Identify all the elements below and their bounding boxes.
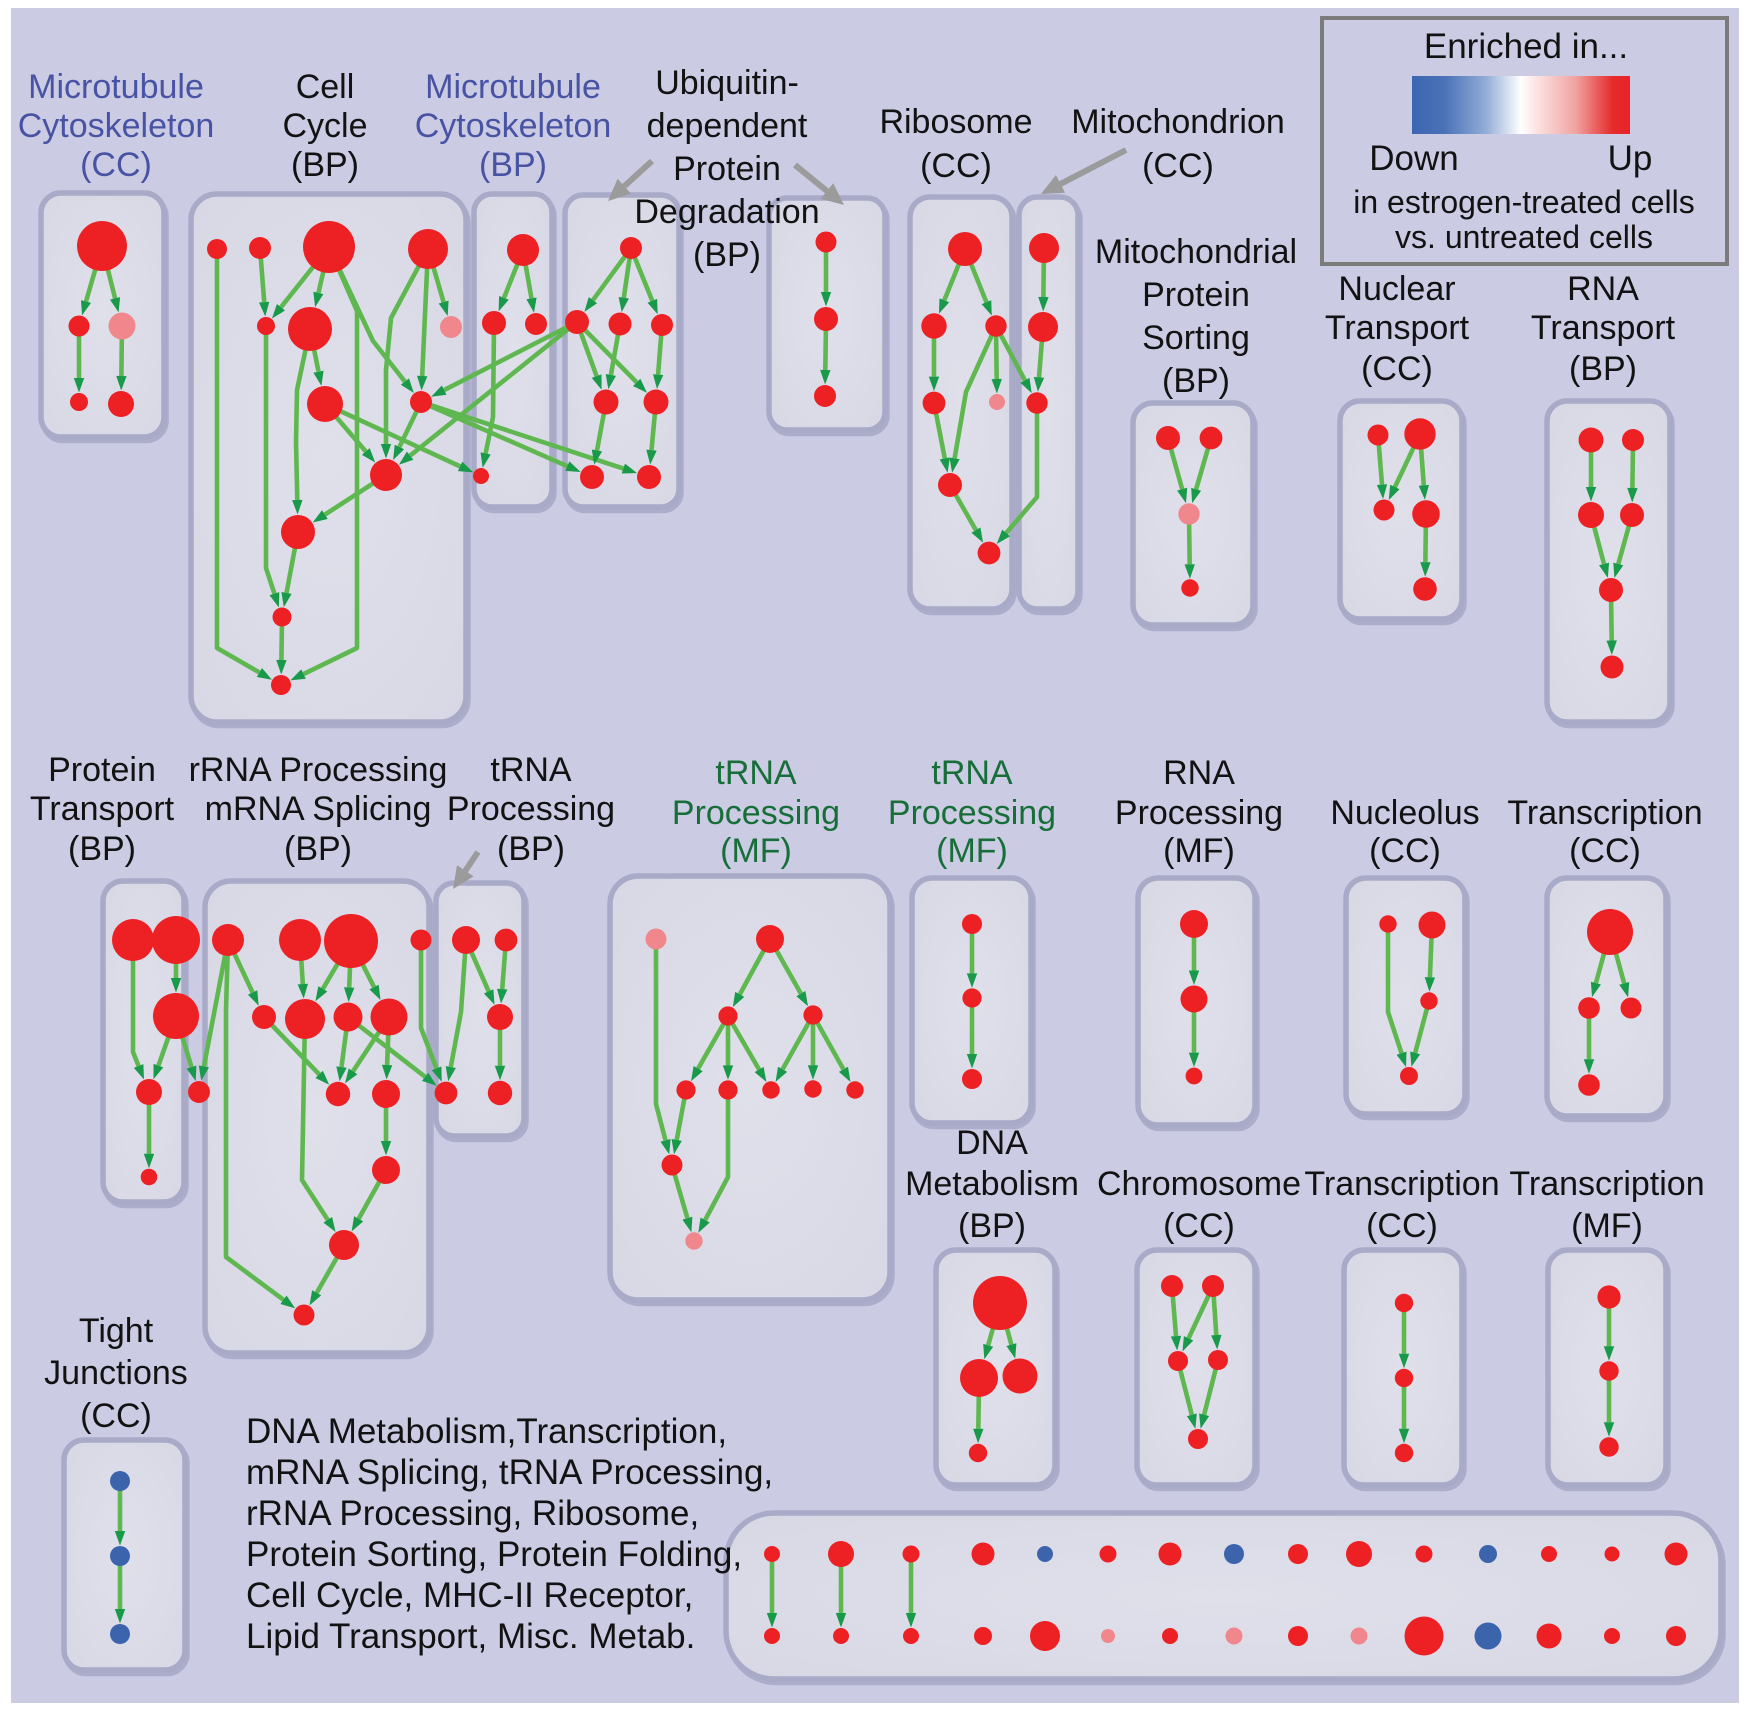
- svg-text:(BP): (BP): [1162, 362, 1230, 400]
- svg-text:Processing: Processing: [447, 790, 615, 828]
- svg-text:Protein Sorting, Protein Foldi: Protein Sorting, Protein Folding,: [246, 1535, 742, 1574]
- svg-text:tRNA: tRNA: [490, 751, 572, 789]
- svg-text:rRNA Processing, Ribosome,: rRNA Processing, Ribosome,: [246, 1494, 699, 1533]
- svg-text:Ribosome: Ribosome: [879, 103, 1032, 141]
- svg-text:Nucleolus: Nucleolus: [1330, 794, 1479, 832]
- svg-text:vs. untreated cells: vs. untreated cells: [1395, 219, 1653, 255]
- svg-text:in estrogen-treated cells: in estrogen-treated cells: [1353, 184, 1695, 220]
- svg-text:Microtubule: Microtubule: [425, 68, 601, 106]
- svg-text:tRNA: tRNA: [715, 754, 797, 792]
- svg-text:Protein: Protein: [673, 150, 781, 188]
- svg-text:Cell: Cell: [296, 68, 355, 106]
- svg-text:Cytoskeleton: Cytoskeleton: [415, 107, 612, 145]
- svg-text:Tight: Tight: [79, 1312, 154, 1350]
- svg-text:Mitochondrion: Mitochondrion: [1071, 103, 1285, 141]
- svg-text:Protein: Protein: [1142, 276, 1250, 314]
- svg-text:(MF): (MF): [720, 832, 792, 870]
- svg-text:(CC): (CC): [1569, 832, 1641, 870]
- svg-text:tRNA: tRNA: [931, 754, 1013, 792]
- svg-text:RNA: RNA: [1163, 754, 1235, 792]
- svg-text:Processing: Processing: [672, 794, 840, 832]
- svg-text:(BP): (BP): [1569, 350, 1637, 388]
- svg-text:(MF): (MF): [1163, 832, 1235, 870]
- svg-text:(BP): (BP): [497, 830, 565, 868]
- svg-text:Cytoskeleton: Cytoskeleton: [18, 107, 215, 145]
- svg-text:Processing: Processing: [888, 794, 1056, 832]
- svg-text:DNA Metabolism,Transcription,: DNA Metabolism,Transcription,: [246, 1412, 727, 1451]
- svg-text:(BP): (BP): [284, 830, 352, 868]
- svg-text:Cell Cycle, MHC-II Receptor,: Cell Cycle, MHC-II Receptor,: [246, 1576, 693, 1615]
- svg-text:(CC): (CC): [920, 147, 992, 185]
- svg-text:(BP): (BP): [291, 146, 359, 184]
- svg-text:Transcription: Transcription: [1509, 1165, 1704, 1203]
- svg-text:Transport: Transport: [1531, 309, 1676, 347]
- svg-text:(CC): (CC): [1369, 832, 1441, 870]
- svg-text:Enriched in...: Enriched in...: [1424, 27, 1628, 66]
- svg-text:Processing: Processing: [1115, 794, 1283, 832]
- svg-text:Transport: Transport: [30, 790, 175, 828]
- svg-text:mRNA Splicing, tRNA Processing: mRNA Splicing, tRNA Processing,: [246, 1453, 773, 1492]
- svg-text:RNA: RNA: [1567, 270, 1639, 308]
- svg-text:(BP): (BP): [958, 1207, 1026, 1245]
- svg-text:mRNA Splicing: mRNA Splicing: [205, 790, 432, 828]
- svg-text:Chromosome: Chromosome: [1097, 1165, 1301, 1203]
- svg-text:(CC): (CC): [1142, 147, 1214, 185]
- svg-text:Sorting: Sorting: [1142, 319, 1250, 357]
- svg-text:Nuclear: Nuclear: [1338, 270, 1455, 308]
- svg-text:Degradation: Degradation: [634, 193, 819, 231]
- svg-text:(CC): (CC): [80, 146, 152, 184]
- svg-text:dependent: dependent: [647, 107, 808, 145]
- svg-text:Down: Down: [1369, 139, 1458, 178]
- svg-text:Mitochondrial: Mitochondrial: [1095, 233, 1297, 271]
- svg-text:DNA: DNA: [956, 1124, 1028, 1162]
- svg-text:Lipid Transport, Misc. Metab.: Lipid Transport, Misc. Metab.: [246, 1617, 695, 1656]
- svg-text:Metabolism: Metabolism: [905, 1165, 1079, 1203]
- svg-text:Microtubule: Microtubule: [28, 68, 204, 106]
- svg-text:Transport: Transport: [1325, 309, 1470, 347]
- svg-text:Transcription: Transcription: [1507, 794, 1702, 832]
- svg-text:(CC): (CC): [1163, 1207, 1235, 1245]
- svg-text:Junctions: Junctions: [44, 1354, 188, 1392]
- svg-text:Protein: Protein: [48, 751, 156, 789]
- svg-text:Cycle: Cycle: [282, 107, 367, 145]
- svg-text:(MF): (MF): [1571, 1207, 1643, 1245]
- svg-text:rRNA Processing: rRNA Processing: [189, 751, 448, 789]
- svg-text:Ubiquitin-: Ubiquitin-: [655, 64, 799, 102]
- svg-text:(BP): (BP): [68, 830, 136, 868]
- svg-text:Up: Up: [1608, 139, 1653, 178]
- svg-text:Transcription: Transcription: [1304, 1165, 1499, 1203]
- svg-text:(BP): (BP): [479, 146, 547, 184]
- svg-text:(CC): (CC): [1366, 1207, 1438, 1245]
- svg-text:(CC): (CC): [1361, 350, 1433, 388]
- svg-text:(BP): (BP): [693, 236, 761, 274]
- svg-text:(CC): (CC): [80, 1397, 152, 1435]
- svg-text:(MF): (MF): [936, 832, 1008, 870]
